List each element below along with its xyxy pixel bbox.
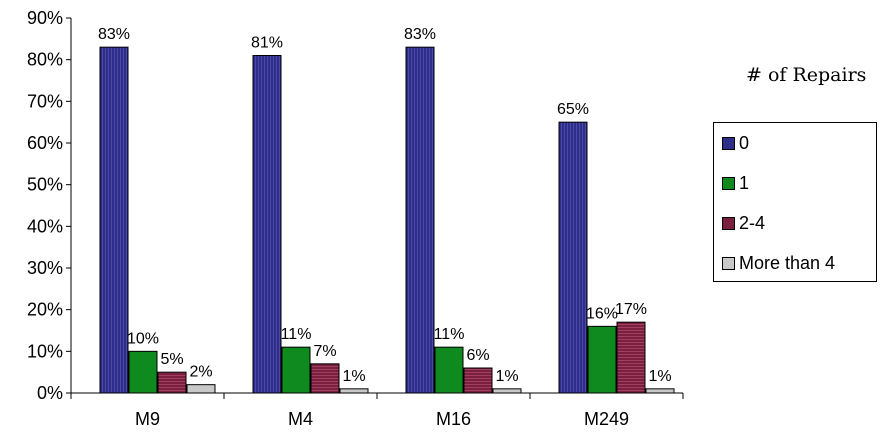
data-label: 11% bbox=[281, 326, 312, 343]
y-tick-label: 40% bbox=[27, 216, 63, 236]
data-label: 2% bbox=[189, 364, 212, 381]
legend-label: 2-4 bbox=[739, 213, 766, 233]
legend-swatch bbox=[722, 137, 735, 150]
y-tick-label: 10% bbox=[27, 341, 63, 361]
legend-label: 0 bbox=[739, 133, 750, 153]
data-label: 1% bbox=[648, 368, 671, 385]
legend-label: 1 bbox=[739, 173, 750, 193]
legend-item: 0 bbox=[722, 133, 749, 154]
legend-swatch bbox=[722, 177, 735, 190]
bar bbox=[492, 388, 522, 394]
data-label: 7% bbox=[313, 343, 336, 360]
x-tick-label: M4 bbox=[288, 409, 313, 429]
y-tick-label: 50% bbox=[27, 175, 63, 195]
y-tick-label: 0% bbox=[37, 383, 63, 403]
y-tick-label: 80% bbox=[27, 50, 63, 70]
data-label: 16% bbox=[586, 305, 618, 322]
bar bbox=[587, 325, 617, 394]
legend-label: More than 4 bbox=[739, 253, 836, 273]
legend-title: # of Repairs bbox=[746, 64, 867, 86]
bar bbox=[405, 46, 435, 394]
bar bbox=[99, 46, 129, 394]
legend-swatch bbox=[722, 257, 735, 270]
x-tick-label: M9 bbox=[135, 409, 160, 429]
legend-item: 1 bbox=[722, 173, 749, 194]
x-tick-label: M249 bbox=[584, 409, 629, 429]
bar bbox=[463, 367, 493, 394]
data-label: 6% bbox=[466, 347, 489, 364]
data-label: 81% bbox=[251, 35, 283, 52]
y-tick-label: 20% bbox=[27, 300, 63, 320]
bar bbox=[616, 321, 646, 394]
bar bbox=[434, 346, 464, 394]
bar bbox=[186, 384, 216, 394]
bar bbox=[558, 121, 588, 394]
data-label: 83% bbox=[404, 26, 436, 43]
bar bbox=[645, 388, 675, 394]
data-label: 1% bbox=[342, 368, 365, 385]
data-label: 10% bbox=[127, 330, 159, 347]
y-tick-label: 30% bbox=[27, 258, 63, 278]
bar bbox=[157, 371, 187, 394]
bar bbox=[252, 55, 282, 394]
data-label: 83% bbox=[98, 26, 130, 43]
data-label: 5% bbox=[160, 351, 183, 368]
y-tick-label: 70% bbox=[27, 91, 63, 111]
legend-item: 2-4 bbox=[722, 213, 765, 234]
data-label: 11% bbox=[434, 326, 465, 343]
y-tick-label: 60% bbox=[27, 133, 63, 153]
data-label: 17% bbox=[615, 301, 647, 318]
data-label: 1% bbox=[495, 368, 518, 385]
y-tick-label: 90% bbox=[27, 8, 63, 28]
bar bbox=[128, 350, 158, 394]
legend: 0 1 2-4 More than 4 bbox=[713, 122, 877, 282]
data-label: 65% bbox=[557, 101, 589, 118]
legend-item: More than 4 bbox=[722, 253, 835, 274]
bar bbox=[281, 346, 311, 394]
bar bbox=[339, 388, 369, 394]
x-tick-label: M16 bbox=[436, 409, 471, 429]
legend-swatch bbox=[722, 217, 735, 230]
bar bbox=[310, 363, 340, 394]
